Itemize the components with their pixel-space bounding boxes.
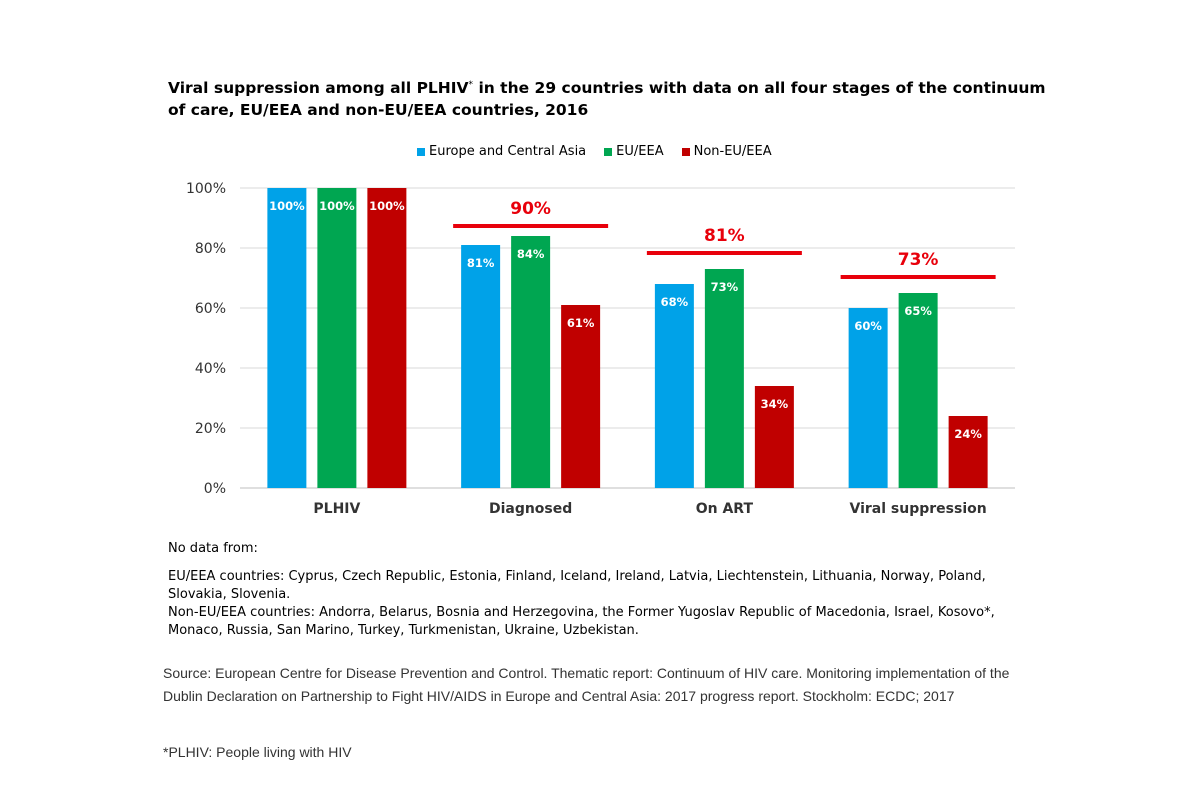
bar xyxy=(461,245,501,488)
data-label: 68% xyxy=(661,295,689,309)
data-label: 65% xyxy=(904,304,932,318)
bar xyxy=(267,188,307,488)
target-label: 73% xyxy=(898,250,939,270)
y-tick-label: 80% xyxy=(195,241,226,257)
legend-item-europe-central-asia: Europe and Central Asia xyxy=(417,144,586,159)
y-tick-label: 100% xyxy=(186,181,226,197)
bar xyxy=(704,269,744,488)
x-tick-label: PLHIV xyxy=(313,501,360,517)
legend-swatch-europe-central-asia xyxy=(417,147,425,156)
legend-item-non-eu-eea: Non-EU/EEA xyxy=(681,144,772,159)
chart-title-rest: in the 29 countries with data on all fou… xyxy=(168,79,1046,120)
data-label: 81% xyxy=(467,256,495,270)
data-label: 60% xyxy=(854,319,882,333)
legend-swatch-non-eu-eea xyxy=(681,147,690,156)
bar xyxy=(654,284,694,488)
legend-swatch-eu-eea xyxy=(604,147,613,156)
bar xyxy=(948,416,988,488)
bar xyxy=(561,305,601,488)
data-label: 34% xyxy=(761,397,789,411)
chart-legend: Europe and Central Asia EU/EEA Non-EU/EE… xyxy=(417,144,772,159)
data-label: 100% xyxy=(369,199,405,213)
no-data-non-eu-line: Non-EU/EEA countries: Andorra, Belarus, … xyxy=(168,605,995,638)
legend-item-eu-eea: EU/EEA xyxy=(604,144,664,159)
bar xyxy=(754,386,794,488)
bar xyxy=(511,236,551,488)
legend-label-europe-central-asia: Europe and Central Asia xyxy=(429,144,587,159)
chart-title: Viral suppression among all PLHIV* in th… xyxy=(168,74,1068,121)
bar xyxy=(317,188,357,488)
x-tick-label: On ART xyxy=(696,501,754,517)
y-tick-label: 20% xyxy=(195,421,226,437)
source-citation: Source: European Centre for Disease Prev… xyxy=(163,665,1010,704)
data-label: 100% xyxy=(269,199,305,213)
no-data-eu-line: EU/EEA countries: Cyprus, Czech Republic… xyxy=(168,569,986,602)
target-label: 81% xyxy=(704,226,745,246)
bar xyxy=(367,188,407,488)
data-label: 24% xyxy=(954,427,982,441)
target-label: 90% xyxy=(510,199,551,219)
data-label: 100% xyxy=(319,199,355,213)
footnote: *PLHIV: People living with HIV xyxy=(163,744,352,760)
y-tick-label: 0% xyxy=(204,481,226,497)
bar-chart: 0% 20% 40% 60% 80% 100% 100% 100% 100% PLHIV 81% 84… xyxy=(186,181,1015,517)
x-tick-label: Diagnosed xyxy=(489,501,572,517)
y-tick-label: 40% xyxy=(195,361,226,377)
legend-label-eu-eea: EU/EEA xyxy=(616,144,664,159)
no-data-note: No data from: EU/EEA countries: Cyprus, … xyxy=(168,540,1048,640)
x-tick-label: Viral suppression xyxy=(850,501,987,517)
y-tick-label: 60% xyxy=(195,301,226,317)
no-data-heading: No data from: xyxy=(168,541,258,556)
bar xyxy=(848,308,888,488)
data-label: 73% xyxy=(711,280,739,294)
legend-label-non-eu-eea: Non-EU/EEA xyxy=(693,144,772,159)
title-asterisk: * xyxy=(468,80,474,90)
data-label: 61% xyxy=(567,316,595,330)
chart-title-main: Viral suppression among all PLHIV xyxy=(168,79,469,98)
data-label: 84% xyxy=(517,247,545,261)
bar xyxy=(898,293,938,488)
